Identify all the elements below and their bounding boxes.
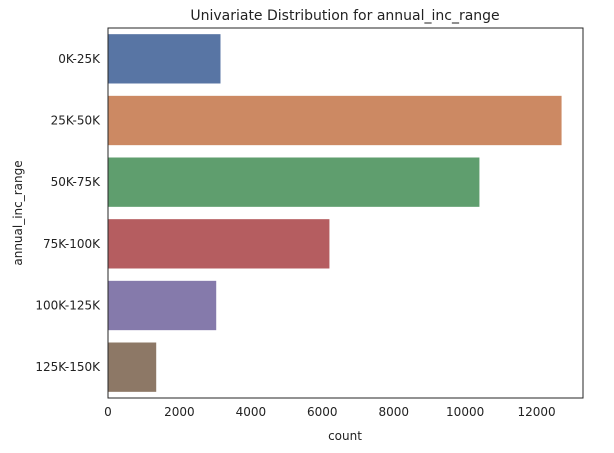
y-tick-labels: 0K-25K 25K-50K 50K-75K 75K-100K 100K-125K 125… — [35, 52, 101, 374]
x-tick-label: 6000 — [307, 405, 338, 419]
x-axis-label: count — [328, 429, 362, 443]
x-tick-label: 0 — [104, 405, 112, 419]
y-tick-label: 25K-50K — [51, 114, 101, 128]
bar-25k-50k — [108, 95, 562, 146]
chart-title: Univariate Distribution for annual_inc_r… — [190, 8, 499, 24]
x-tick-label: 4000 — [236, 405, 267, 419]
x-tick-label: 10000 — [446, 405, 484, 419]
bars-group — [108, 34, 562, 392]
bar-75k-100k — [108, 219, 330, 269]
bar-50k-75k — [108, 157, 480, 207]
y-tick-label: 75K-100K — [43, 237, 101, 251]
bar-100k-125k — [108, 280, 217, 331]
bar-125k-150k — [108, 342, 157, 392]
y-axis-label: annual_inc_range — [11, 160, 25, 265]
x-tick-label: 12000 — [517, 405, 555, 419]
plot-frame — [107, 27, 584, 399]
y-tick-label: 100K-125K — [35, 299, 101, 313]
bar-0k-25k — [108, 34, 221, 84]
y-tick-label: 0K-25K — [58, 52, 101, 66]
y-tick-label: 125K-150K — [35, 360, 101, 374]
y-tick-label: 50K-75K — [51, 175, 101, 189]
x-tick-label: 2000 — [164, 405, 195, 419]
x-tick-labels: 0 2000 4000 6000 8000 10000 12000 — [104, 405, 555, 419]
x-tick-label: 8000 — [378, 405, 409, 419]
